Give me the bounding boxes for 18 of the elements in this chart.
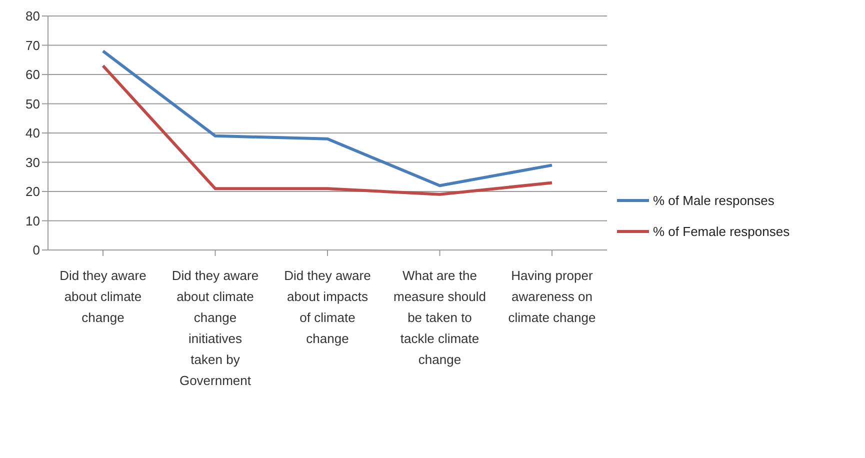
- y-tick-label: 60: [26, 67, 40, 82]
- x-tick-label: Did they aware about climate change initiatives taken by Government: [172, 268, 259, 388]
- line-series: [102, 50, 554, 188]
- y-tick-label: 40: [26, 126, 40, 141]
- y-tick-label: 30: [26, 154, 40, 170]
- legend-label: % of Male responses: [652, 193, 776, 208]
- x-tick-label: What are the measure should be taken to tackle climate change: [394, 268, 486, 367]
- y-tick-label: 10: [26, 213, 40, 228]
- line-series: [102, 64, 554, 196]
- y-tick-label: 80: [26, 8, 40, 24]
- y-tick-label: 20: [26, 184, 40, 200]
- y-tick-label: 0: [32, 242, 40, 258]
- legend-label: % of Female responses: [652, 224, 791, 239]
- y-tick-label: 70: [26, 38, 40, 53]
- x-tick-label: Did they aware about impacts of climate change: [284, 268, 371, 346]
- x-tick-label: Having proper awareness on climate change: [508, 268, 596, 325]
- x-tick-label: Did they aware about climate change: [60, 268, 146, 325]
- y-tick-label: 50: [26, 96, 40, 112]
